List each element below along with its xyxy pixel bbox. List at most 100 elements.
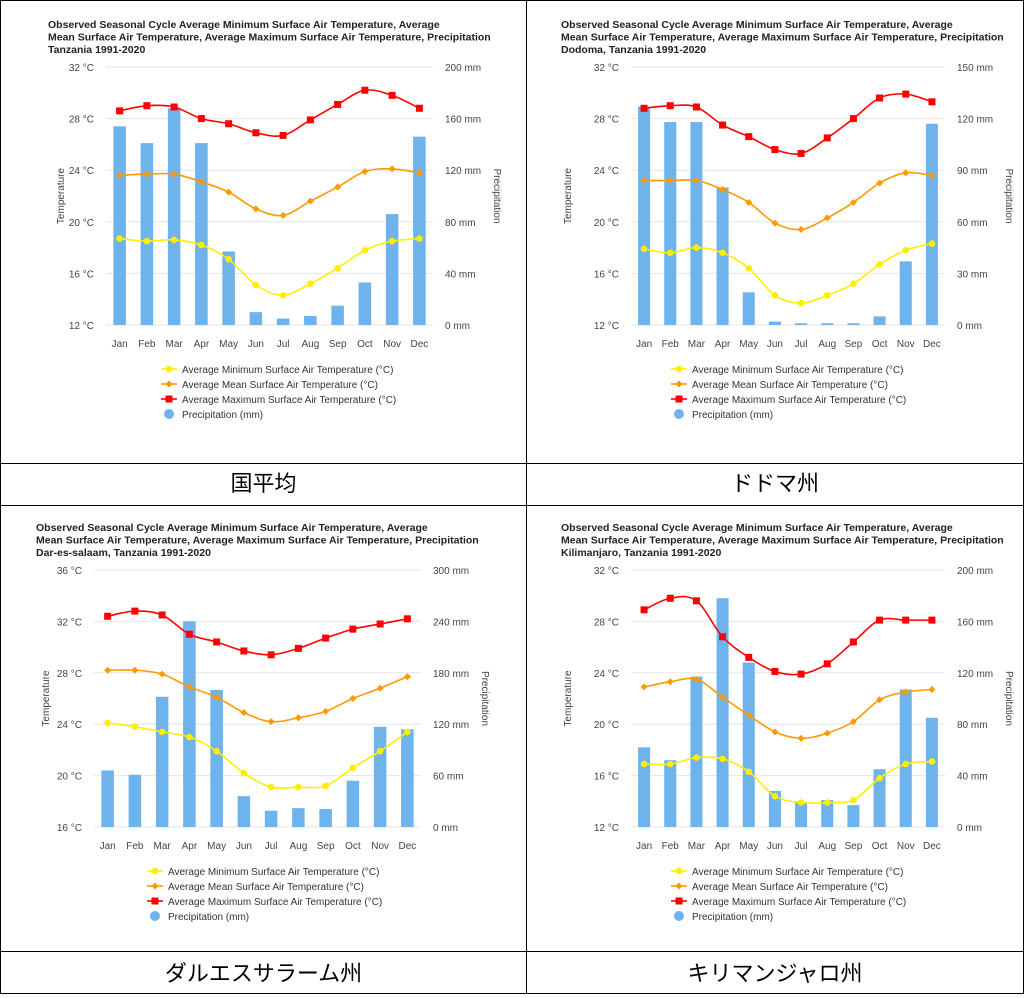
min-temperature-point	[225, 255, 232, 263]
x-tick-label: Jul	[265, 841, 278, 852]
legend-label: Average Minimum Surface Air Temperature …	[692, 867, 903, 878]
x-tick-label: Jul	[795, 339, 808, 350]
max-temperature-point	[719, 633, 727, 641]
y-tick-label: 16 °C	[69, 269, 94, 280]
legend-min-marker	[675, 867, 683, 875]
y2-axis-label: Precipitation	[1003, 671, 1014, 726]
max-temperature-point	[666, 594, 674, 602]
precip-bar	[331, 305, 344, 325]
precip-bar	[319, 809, 332, 827]
x-tick-label: Apr	[715, 339, 731, 350]
chart-title-line: Dar-es-salaam, Tanzania 1991-2020	[36, 547, 211, 559]
min-temperature-point	[876, 261, 883, 268]
x-tick-label: Jun	[248, 339, 264, 350]
max-temperature-point	[666, 102, 674, 110]
x-tick-label: Feb	[138, 339, 156, 350]
legend-precip-marker	[674, 911, 684, 921]
min-temperature-point	[797, 299, 805, 307]
legend-max-marker	[151, 897, 159, 905]
mean-temperature-line	[644, 171, 933, 231]
max-temperature-point	[403, 615, 411, 623]
y-tick-label: 24 °C	[594, 669, 619, 680]
precip-bar	[795, 323, 808, 325]
x-tick-label: May	[739, 841, 758, 852]
mean-temperature-point	[158, 670, 166, 678]
y2-tick-label: 120 mm	[957, 115, 993, 126]
x-tick-label: Nov	[897, 339, 915, 350]
legend-label: Average Mean Surface Air Temperature (°C…	[692, 380, 888, 391]
legend-label: Average Mean Surface Air Temperature (°C…	[182, 380, 378, 391]
precip-bar	[768, 321, 781, 325]
mean-temperature-point	[240, 709, 248, 717]
y-tick-label: 16 °C	[57, 823, 82, 834]
min-temperature-point	[416, 235, 423, 242]
y-axis-label: Temperature	[563, 167, 574, 224]
chart-title-line: Observed Seasonal Cycle Average Minimum …	[36, 522, 428, 534]
precip-bar	[264, 810, 278, 827]
precip-bar	[768, 791, 781, 827]
mean-temperature-point	[376, 684, 384, 692]
x-tick-label: Jan	[100, 841, 116, 852]
y2-axis-label: Precipitation	[491, 168, 502, 223]
max-temperature-point	[361, 86, 369, 94]
max-temperature-point	[849, 115, 857, 123]
min-temperature-point	[928, 240, 936, 248]
max-temperature-line	[644, 93, 933, 155]
x-tick-label: Oct	[872, 841, 888, 852]
y2-tick-label: 180 mm	[433, 669, 469, 680]
precip-bar	[899, 689, 912, 827]
mean-temperature-point	[823, 729, 831, 737]
precip-bar	[155, 696, 169, 827]
precip-bar	[638, 106, 651, 325]
y-tick-label: 16 °C	[594, 269, 619, 280]
x-tick-label: Jan	[636, 339, 652, 350]
y2-tick-label: 0 mm	[957, 321, 982, 332]
chart-dodoma: Observed Seasonal Cycle Average Minimum …	[561, 19, 1014, 421]
mean-temperature-point	[415, 169, 423, 177]
y-tick-label: 24 °C	[594, 166, 619, 177]
y2-tick-label: 160 mm	[445, 115, 481, 126]
chart-panel-national: Observed Seasonal Cycle Average Minimum …	[1, 1, 526, 463]
mean-temperature-point	[719, 186, 727, 194]
chart-title-line: Observed Seasonal Cycle Average Minimum …	[561, 19, 953, 31]
y2-tick-label: 90 mm	[957, 166, 988, 177]
x-tick-label: Mar	[166, 339, 184, 350]
mean-temperature-point	[388, 165, 396, 173]
x-tick-label: Sep	[329, 339, 347, 350]
mean-temperature-point	[745, 711, 753, 719]
x-tick-label: Dec	[923, 339, 941, 350]
y-axis-label: Temperature	[56, 167, 67, 224]
mean-temperature-point	[225, 188, 233, 196]
x-tick-label: Aug	[818, 339, 836, 350]
caption-dodoma: ドドマ州	[730, 472, 819, 497]
precip-bar	[237, 796, 251, 827]
max-temperature-point	[376, 620, 384, 628]
max-temperature-point	[876, 94, 884, 102]
legend-mean-marker	[675, 380, 683, 388]
max-temperature-point	[745, 653, 753, 661]
mean-temperature-point	[185, 683, 193, 691]
min-temperature-point	[213, 747, 220, 755]
max-temperature-point	[415, 104, 423, 112]
min-temperature-point	[131, 723, 139, 731]
max-temperature-line	[107, 610, 408, 656]
min-temperature-point	[902, 246, 910, 254]
legend-label: Average Minimum Surface Air Temperature …	[168, 867, 379, 878]
min-temperature-point	[334, 264, 341, 272]
y-tick-label: 28 °C	[594, 617, 619, 628]
frame-border-left	[0, 0, 1, 994]
y2-tick-label: 40 mm	[957, 772, 988, 783]
mean-temperature-point	[267, 718, 275, 726]
min-temperature-point	[719, 755, 726, 763]
mean-temperature-point	[902, 688, 910, 696]
y-tick-label: 24 °C	[69, 166, 94, 177]
mean-temperature-point	[771, 728, 779, 736]
mean-temperature-line	[119, 167, 420, 217]
x-tick-label: Oct	[872, 339, 888, 350]
precip-bar	[346, 780, 360, 827]
x-tick-label: Jun	[767, 339, 783, 350]
caption-dar-es-salaam: ダルエスサラーム州	[164, 962, 363, 987]
mean-temperature-point	[213, 693, 221, 701]
max-temperature-point	[170, 103, 178, 111]
chart-national: Observed Seasonal Cycle Average Minimum …	[48, 19, 502, 421]
